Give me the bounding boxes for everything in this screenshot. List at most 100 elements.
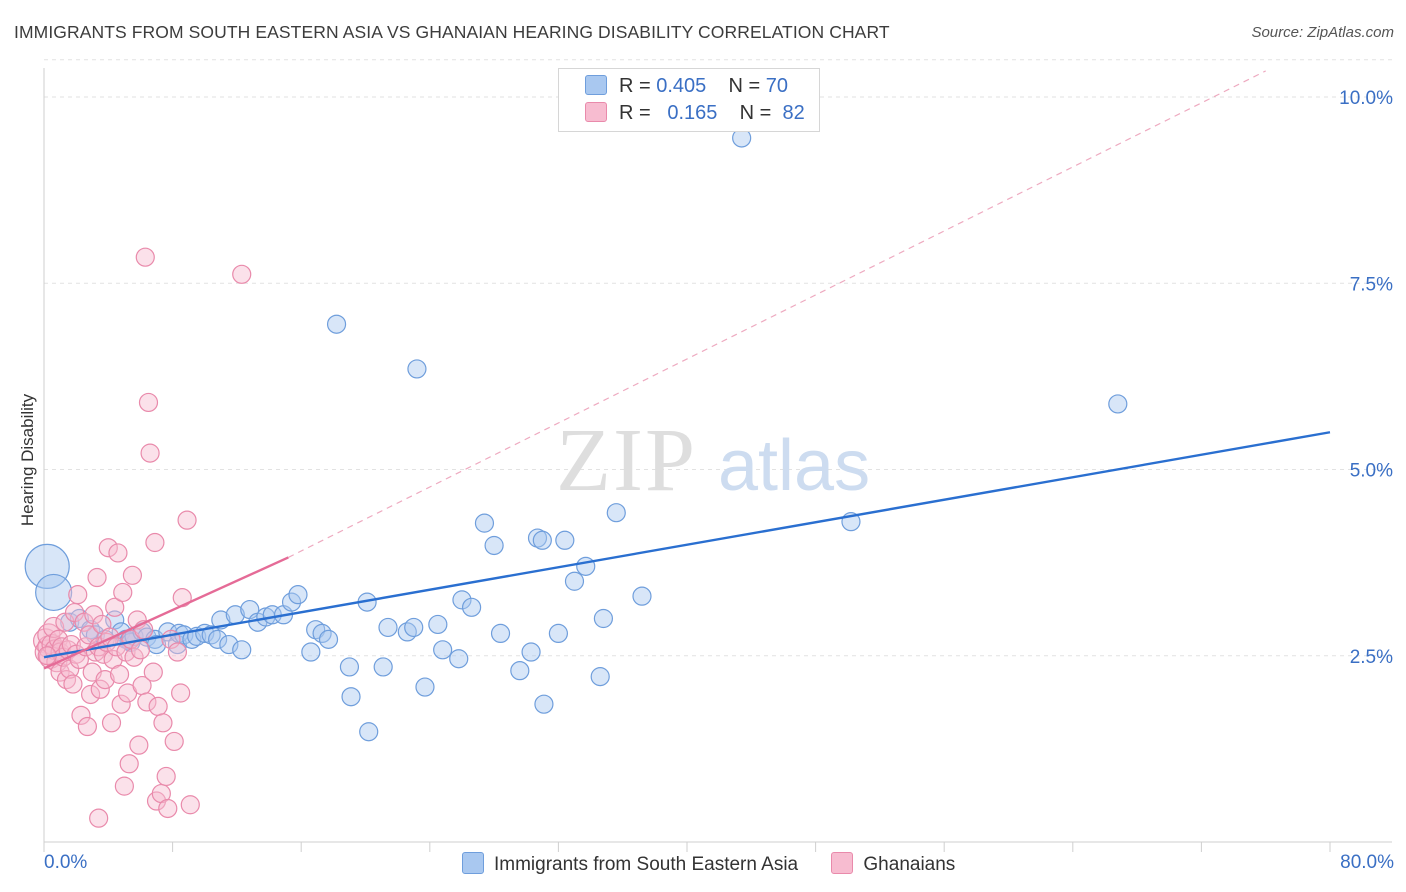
series-legend-label: Immigrants from South Eastern Asia [494, 854, 799, 875]
y-axis-label: Hearing Disability [18, 393, 37, 527]
trend-lines [43, 70, 1331, 670]
point-sea [484, 535, 504, 556]
point-sea [521, 642, 541, 662]
trend-line-ghanaians-extension [288, 70, 1266, 558]
legend-n-label: N = [728, 75, 761, 97]
point-ghanaian [108, 543, 128, 563]
point-ghanaian [124, 647, 144, 667]
point-ghanaian [130, 640, 151, 660]
point-ghanaian [158, 798, 178, 819]
chart-title: IMMIGRANTS FROM SOUTH EASTERN ASIA VS GH… [14, 22, 890, 42]
point-sea [555, 530, 575, 550]
point-sea [632, 586, 652, 606]
point-sea [318, 629, 339, 649]
correlation-legend: R = 0.405 N = 70 R = 0.165 N = 82 [558, 68, 820, 132]
point-sea [359, 722, 379, 742]
point-ghanaian [98, 538, 118, 558]
point-ghanaian [135, 247, 155, 267]
point-ghanaian [232, 264, 252, 284]
point-ghanaian [119, 754, 139, 774]
point-ghanaian [129, 735, 149, 755]
point-sea [288, 585, 308, 605]
trend-line-sea [43, 431, 1331, 659]
legend-n-value: 70 [765, 75, 789, 97]
point-ghanaian [153, 713, 173, 733]
point-sea [564, 571, 585, 591]
point-ghanaian [105, 597, 125, 617]
legend-n-label: N = [739, 102, 772, 124]
point-sea [415, 677, 435, 697]
point-sea [281, 592, 302, 612]
point-ghanaian [138, 392, 159, 413]
point-ghanaian [167, 642, 188, 662]
point-sea [452, 590, 472, 610]
axes [43, 68, 1392, 852]
legend-row-sea: R = 0.405 N = 70 [585, 75, 788, 99]
legend-r-label: R = [619, 102, 651, 124]
point-sea [433, 640, 453, 660]
point-sea [219, 634, 239, 655]
y-tick-label: 2.5% [1350, 647, 1393, 668]
point-ghanaian [122, 565, 143, 585]
point-ghanaian [95, 669, 115, 690]
series-legend-item-ghanaians: Ghanaians [831, 852, 955, 876]
point-ghanaian [114, 776, 134, 796]
point-sea [590, 667, 610, 687]
point-ghanaian [137, 692, 157, 712]
point-sea [449, 649, 469, 669]
series-legend-item-sea: Immigrants from South Eastern Asia [462, 852, 798, 876]
point-sea [510, 661, 530, 681]
chart-source: Source: ZipAtlas.com [1251, 24, 1394, 41]
x-tick-min: 0.0% [44, 852, 88, 873]
trend-line-ghanaians [43, 556, 289, 670]
point-sea [428, 614, 448, 635]
series-swatch-ghanaians [831, 852, 854, 874]
point-sea [24, 543, 70, 589]
point-ghanaian [68, 585, 88, 605]
point-ghanaian [43, 616, 65, 639]
watermark: ZIP atlas [556, 411, 870, 510]
legend-r-value: 0.165 [667, 102, 718, 124]
point-ghanaian [90, 679, 110, 699]
legend-swatch-ghanaians [585, 102, 607, 122]
point-ghanaian [140, 443, 160, 463]
point-sea [326, 314, 347, 334]
watermark-zip: ZIP [556, 411, 697, 510]
point-sea [407, 359, 427, 379]
legend-swatch-sea [585, 75, 607, 95]
point-sea [593, 608, 614, 629]
point-sea [339, 657, 360, 677]
point-ghanaian [63, 674, 83, 694]
point-ghanaian [171, 683, 191, 703]
point-sea [208, 629, 228, 649]
point-ghanaian [89, 808, 109, 828]
point-sea [490, 623, 511, 644]
point-ghanaian [145, 532, 165, 553]
point-sea [606, 503, 626, 523]
point-sea [378, 617, 398, 638]
series-legend-label: Ghanaians [863, 854, 956, 875]
series-legend: Immigrants from South Eastern Asia Ghana… [462, 852, 983, 876]
y-tick-labels: 2.5% 5.0% 7.5% 10.0% [1339, 88, 1393, 668]
watermark-atlas: atlas [718, 426, 870, 506]
point-ghanaian [84, 605, 104, 625]
point-ghanaian [177, 510, 197, 530]
y-tick-label: 5.0% [1350, 461, 1393, 482]
point-sea [35, 573, 73, 612]
point-ghanaian [148, 696, 168, 717]
legend-row-ghanaians: R = 0.165 N = 82 [585, 102, 805, 126]
point-sea [548, 623, 569, 644]
point-sea [532, 530, 552, 550]
point-sea [474, 513, 495, 533]
point-sea [404, 617, 424, 638]
data-points [24, 128, 1128, 828]
y-tick-label: 7.5% [1350, 274, 1393, 295]
gridlines [44, 59, 1392, 657]
point-sea [1108, 394, 1128, 414]
point-ghanaian [109, 664, 130, 684]
point-ghanaian [81, 684, 101, 705]
series-swatch-sea [462, 852, 484, 874]
point-ghanaian [180, 795, 200, 815]
point-sea [60, 612, 80, 632]
